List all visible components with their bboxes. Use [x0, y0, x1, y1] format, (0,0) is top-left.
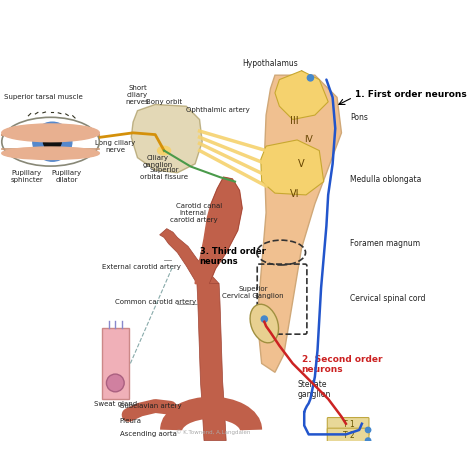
Text: III: III	[290, 116, 299, 126]
Polygon shape	[275, 71, 328, 120]
Text: Hypothalamus: Hypothalamus	[243, 59, 299, 68]
Polygon shape	[160, 229, 219, 283]
Text: Carotid canal: Carotid canal	[176, 203, 223, 209]
Text: Pons: Pons	[350, 113, 368, 121]
Ellipse shape	[2, 124, 100, 142]
Text: Ciliary
ganglion: Ciliary ganglion	[143, 155, 173, 168]
Circle shape	[261, 316, 267, 322]
Circle shape	[365, 427, 371, 432]
Circle shape	[107, 374, 124, 392]
Text: 2. Second order
neurons: 2. Second order neurons	[301, 355, 382, 375]
Text: 3. Third order
neurons: 3. Third order neurons	[200, 247, 265, 266]
Text: 1. First order neurons: 1. First order neurons	[355, 90, 466, 99]
Text: Cervical spinal cord: Cervical spinal cord	[350, 294, 426, 304]
Text: Stellate
ganglion: Stellate ganglion	[297, 380, 330, 399]
Circle shape	[365, 438, 371, 443]
Text: Ophthalmic artery: Ophthalmic artery	[186, 107, 250, 113]
Text: Superior
orbital fissure: Superior orbital fissure	[140, 167, 188, 180]
Text: Pleura: Pleura	[120, 418, 142, 424]
Text: Superior
Cervical Ganglion: Superior Cervical Ganglion	[222, 286, 283, 299]
Text: Common carotid artery: Common carotid artery	[115, 299, 196, 305]
Text: Foramen magnum: Foramen magnum	[350, 240, 420, 248]
Polygon shape	[131, 105, 202, 173]
Circle shape	[33, 122, 72, 161]
Ellipse shape	[2, 117, 100, 166]
Text: Superior tarsal muscle: Superior tarsal muscle	[4, 94, 83, 100]
Text: Pupillary
dilator: Pupillary dilator	[52, 170, 82, 183]
Ellipse shape	[250, 304, 279, 343]
Polygon shape	[261, 140, 324, 195]
Text: V: V	[298, 158, 305, 169]
Text: Pupillary
sphincter: Pupillary sphincter	[10, 170, 43, 183]
FancyBboxPatch shape	[327, 428, 369, 446]
Text: Internal
carotid artery: Internal carotid artery	[170, 210, 217, 223]
Text: T 1: T 1	[343, 420, 355, 429]
Circle shape	[44, 133, 61, 150]
Text: Sweat gland: Sweat gland	[94, 401, 137, 407]
Text: Ascending aorta: Ascending aorta	[120, 431, 177, 437]
Text: Long ciliary
nerve: Long ciliary nerve	[95, 141, 136, 153]
Text: External carotid artery: External carotid artery	[102, 263, 181, 269]
Text: Medulla oblongata: Medulla oblongata	[350, 175, 422, 184]
Text: Subclavian artery: Subclavian artery	[120, 403, 182, 409]
Polygon shape	[197, 283, 226, 440]
FancyBboxPatch shape	[327, 417, 369, 435]
Text: © K.Townend, A.Langdalen: © K.Townend, A.Langdalen	[176, 430, 250, 435]
Ellipse shape	[157, 146, 171, 155]
Polygon shape	[257, 75, 341, 372]
Ellipse shape	[2, 147, 100, 159]
Circle shape	[307, 75, 313, 81]
Text: Bony orbit: Bony orbit	[146, 99, 182, 106]
Text: T 2: T 2	[343, 431, 355, 440]
Text: Short
ciliary
nerves: Short ciliary nerves	[126, 85, 149, 106]
Text: VI: VI	[290, 189, 299, 198]
FancyBboxPatch shape	[102, 328, 128, 399]
Text: IV: IV	[304, 134, 313, 144]
Polygon shape	[195, 177, 242, 283]
